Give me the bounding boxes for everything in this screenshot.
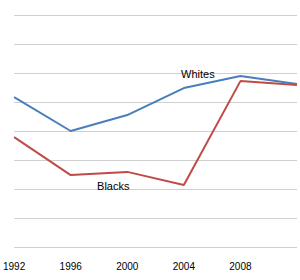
svg-text:1996: 1996 xyxy=(60,261,83,272)
svg-text:2000: 2000 xyxy=(116,261,139,272)
svg-text:1992: 1992 xyxy=(3,261,26,272)
svg-text:2008: 2008 xyxy=(229,261,252,272)
svg-text:Whites: Whites xyxy=(181,68,215,80)
svg-text:2004: 2004 xyxy=(173,261,196,272)
svg-text:Blacks: Blacks xyxy=(97,180,130,192)
